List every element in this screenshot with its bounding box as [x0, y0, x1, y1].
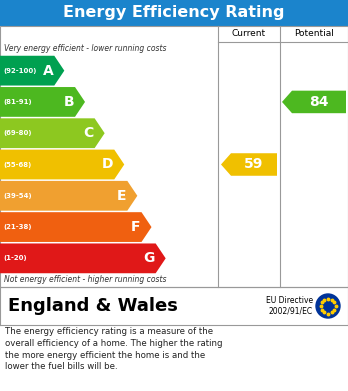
Polygon shape [0, 181, 137, 211]
Text: Not energy efficient - higher running costs: Not energy efficient - higher running co… [4, 275, 166, 284]
Text: (81-91): (81-91) [3, 99, 32, 105]
Bar [0, 26, 348, 287]
Polygon shape [0, 244, 166, 273]
Text: A: A [42, 64, 53, 78]
Circle shape [316, 294, 340, 318]
Text: Potential: Potential [294, 29, 334, 38]
Text: 59: 59 [244, 158, 264, 172]
Text: F: F [131, 220, 141, 234]
Bar [0, 0, 348, 26]
Polygon shape [0, 212, 151, 242]
Text: Current: Current [232, 29, 266, 38]
Text: England & Wales: England & Wales [8, 297, 178, 315]
Text: Energy Efficiency Rating: Energy Efficiency Rating [63, 5, 285, 20]
Bar [0, 287, 348, 325]
Text: (21-38): (21-38) [3, 224, 32, 230]
Text: (1-20): (1-20) [3, 255, 27, 261]
Text: Very energy efficient - lower running costs: Very energy efficient - lower running co… [4, 44, 166, 53]
Polygon shape [0, 56, 64, 86]
Text: C: C [84, 126, 94, 140]
Polygon shape [221, 153, 277, 176]
Text: The energy efficiency rating is a measure of the
overall efficiency of a home. T: The energy efficiency rating is a measur… [5, 327, 222, 371]
Polygon shape [0, 118, 105, 148]
Text: E: E [117, 189, 126, 203]
Text: (39-54): (39-54) [3, 193, 32, 199]
Text: (55-68): (55-68) [3, 161, 31, 167]
Polygon shape [282, 91, 346, 113]
Text: (92-100): (92-100) [3, 68, 37, 74]
Text: B: B [63, 95, 74, 109]
Text: D: D [102, 158, 113, 172]
Text: G: G [143, 251, 155, 265]
Text: 84: 84 [309, 95, 329, 109]
Text: EU Directive
2002/91/EC: EU Directive 2002/91/EC [266, 296, 313, 316]
Polygon shape [0, 150, 124, 179]
Polygon shape [0, 87, 85, 117]
Text: (69-80): (69-80) [3, 130, 32, 136]
